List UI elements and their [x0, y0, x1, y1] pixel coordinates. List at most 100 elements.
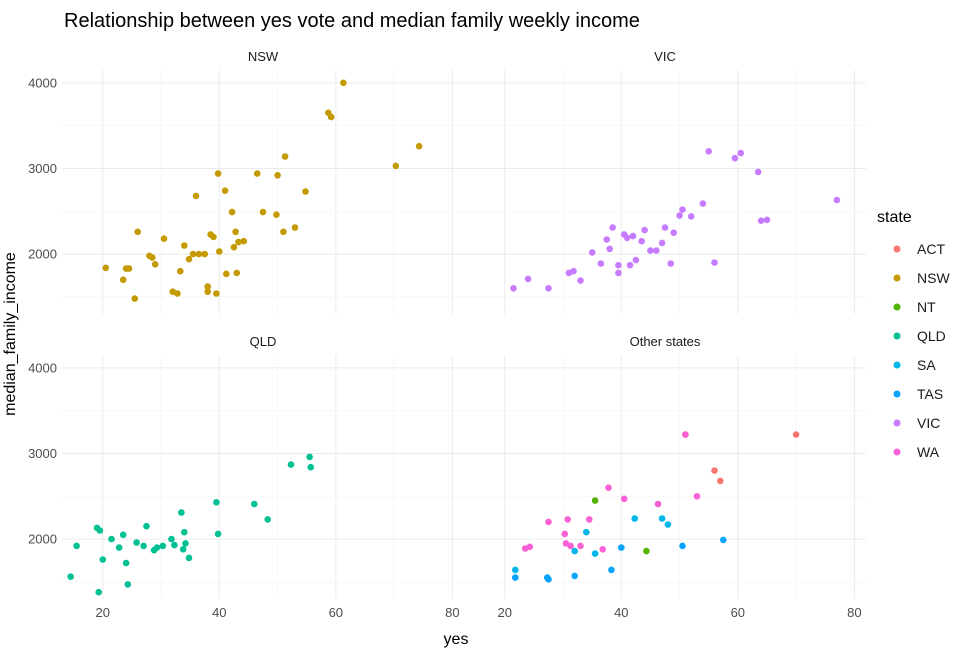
data-point-vic	[577, 277, 584, 284]
data-point-vic	[615, 261, 622, 269]
data-point-vic	[597, 260, 605, 267]
data-point-vic	[638, 237, 645, 245]
data-point-wa	[561, 530, 569, 538]
data-point-wa	[567, 542, 574, 550]
data-point-nsw	[327, 113, 335, 121]
data-point-nsw	[223, 270, 230, 278]
data-point-qld	[185, 554, 193, 562]
legend-label: SA	[917, 357, 936, 373]
legend-title: state	[877, 209, 912, 226]
data-point-vic	[676, 212, 683, 219]
facet-strip-label: QLD	[250, 334, 277, 349]
data-point-nsw	[392, 162, 400, 170]
legend-item-sa: SA	[893, 357, 936, 373]
data-point-qld	[251, 500, 258, 508]
data-point-qld	[287, 461, 295, 468]
data-point-wa	[682, 431, 689, 438]
data-point-vic	[545, 285, 552, 292]
legend-item-tas: TAS	[893, 386, 943, 402]
legend-key-nsw	[893, 274, 901, 282]
data-point-vic	[679, 206, 686, 213]
data-point-vic	[615, 269, 622, 277]
legend-label: TAS	[917, 386, 943, 402]
data-point-wa	[693, 493, 701, 500]
data-point-vic	[641, 226, 648, 234]
data-point-nsw	[125, 265, 133, 272]
data-point-qld	[119, 531, 127, 539]
panels: NSW 2000 3000 4000 VIC QLD 2000 3000 4000 20 40 60 8…	[28, 49, 866, 620]
data-point-vic	[658, 239, 666, 247]
data-point-nsw	[230, 243, 238, 251]
data-point-tas	[720, 536, 727, 544]
legend-key-sa	[893, 361, 901, 369]
data-point-tas	[608, 566, 615, 574]
data-point-nsw	[195, 250, 203, 258]
data-point-act	[711, 467, 718, 474]
data-point-nsw	[160, 235, 168, 242]
data-point-vic	[606, 245, 613, 253]
data-point-vic	[757, 217, 765, 224]
data-point-tas	[545, 576, 552, 583]
legend-item-nt: NT	[893, 299, 936, 315]
data-point-tas	[679, 542, 686, 550]
data-point-nsw	[214, 170, 222, 177]
data-point-qld	[179, 546, 187, 553]
data-point-vic	[699, 200, 707, 207]
data-point-qld	[264, 516, 272, 523]
legend-key-vic	[893, 419, 901, 427]
x-tick-label: 40	[212, 605, 226, 620]
data-point-qld	[214, 530, 222, 538]
data-point-qld	[67, 573, 74, 580]
data-point-nsw	[291, 224, 299, 231]
data-point-vic	[647, 247, 654, 254]
data-point-qld	[143, 522, 150, 530]
data-point-vic	[626, 261, 634, 269]
data-point-wa	[564, 516, 571, 523]
x-tick-label: 60	[329, 605, 343, 620]
data-point-nsw	[201, 250, 208, 258]
data-point-nsw	[131, 295, 139, 302]
data-point-sa	[571, 547, 578, 555]
data-point-nsw	[192, 192, 200, 200]
y-tick-label: 2000	[28, 247, 57, 262]
data-point-qld	[159, 542, 167, 550]
data-point-vic	[588, 249, 596, 256]
data-point-qld	[73, 542, 80, 550]
y-axis-title: median_family_income	[2, 252, 19, 416]
legend-item-act: ACT	[893, 241, 945, 257]
data-point-nsw	[210, 233, 217, 241]
data-point-vic	[737, 149, 744, 157]
data-point-qld	[115, 544, 123, 551]
y-tick-label: 3000	[28, 161, 57, 176]
data-point-nsw	[232, 228, 239, 236]
data-point-nsw	[280, 228, 287, 236]
data-point-nsw	[259, 208, 267, 216]
data-point-act	[717, 477, 724, 485]
data-point-nsw	[204, 283, 211, 290]
chart-title: Relationship between yes vote and median…	[64, 10, 640, 32]
legend-key-wa	[893, 448, 901, 456]
data-point-nsw	[102, 264, 109, 272]
data-point-nsw	[302, 188, 309, 195]
data-point-wa	[605, 484, 612, 492]
data-point-nsw	[274, 172, 281, 179]
x-tick-label: 20	[96, 605, 110, 620]
data-point-sa	[583, 528, 590, 536]
data-point-qld	[213, 499, 220, 506]
data-point-nsw	[240, 237, 248, 245]
data-point-vic	[731, 154, 739, 162]
legend-label: VIC	[917, 415, 940, 431]
data-point-sa	[591, 550, 599, 557]
y-tick-label: 4000	[28, 75, 57, 90]
data-point-vic	[653, 247, 660, 254]
data-point-tas	[512, 574, 519, 581]
data-point-qld	[178, 509, 185, 516]
legend-item-vic: VIC	[893, 415, 940, 431]
data-point-vic	[524, 275, 532, 283]
data-point-tas	[571, 572, 578, 580]
data-point-vic	[603, 236, 610, 243]
data-point-sa	[631, 515, 638, 522]
data-point-qld	[307, 463, 315, 471]
data-point-nsw	[174, 290, 181, 297]
